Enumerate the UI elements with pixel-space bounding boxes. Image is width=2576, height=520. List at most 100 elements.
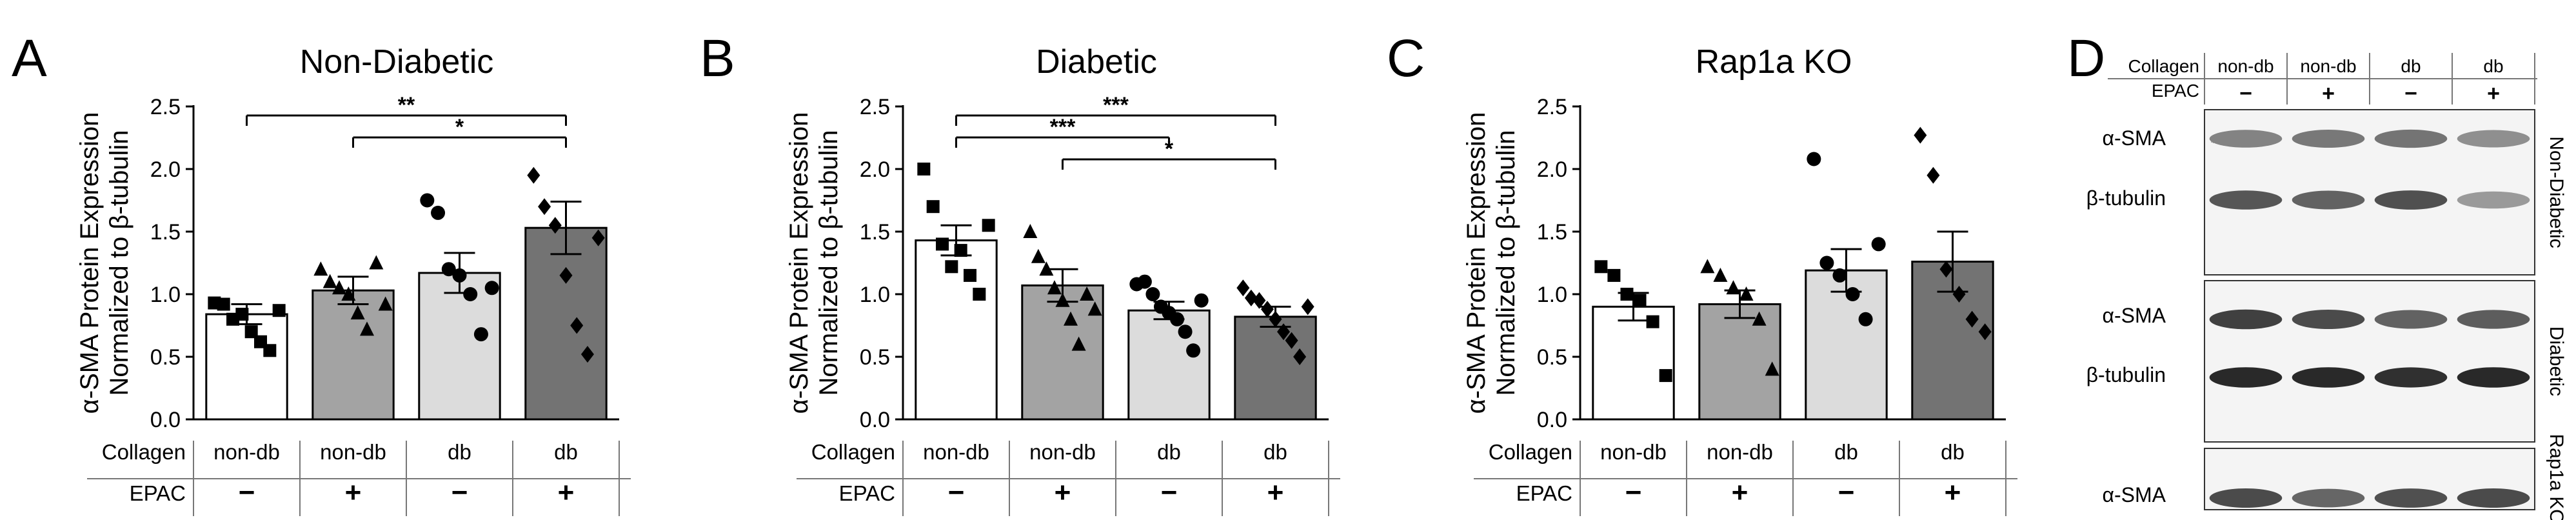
collagen-label: db [1941, 440, 1965, 464]
sig-label: ** [398, 93, 415, 117]
blot-epac-sign: + [2487, 81, 2500, 106]
data-point [1845, 287, 1860, 301]
data-point [559, 266, 573, 284]
data-point [1633, 294, 1647, 307]
epac-sign: + [345, 477, 362, 508]
y-tick-label: 2.0 [150, 157, 181, 182]
collagen-label: db [1157, 440, 1181, 464]
blot-band [2457, 310, 2530, 329]
blot-band [2292, 488, 2365, 508]
blot-panel: D Collagen EPAC non-db non-db db db − + − + Non-Dia… [2067, 29, 2567, 520]
data-point [1978, 323, 1992, 341]
data-point [917, 163, 931, 175]
chart-panel-c: C Rap1a KO α-SMA Protein Expression Normali… [1387, 29, 2017, 516]
band-label: α-SMA [2103, 304, 2166, 327]
bar-2 [1021, 284, 1104, 421]
blot-band [2457, 367, 2530, 388]
y-tick-label: 0.5 [150, 345, 181, 370]
data-point [313, 261, 328, 276]
epac-sign: − [948, 477, 965, 508]
collagen-label: non-db [213, 440, 280, 464]
data-point [1914, 126, 1927, 144]
data-point [1739, 286, 1754, 301]
data-point [1170, 312, 1185, 326]
bar-3 [1127, 309, 1211, 421]
data-point [548, 217, 562, 234]
data-point [538, 198, 551, 215]
data-point [1023, 224, 1038, 238]
data-point [350, 305, 365, 320]
blot-collagen-label: non-db [2300, 56, 2356, 76]
collagen-label: db [1263, 440, 1287, 464]
data-point [1039, 261, 1054, 276]
data-point [322, 274, 337, 288]
blot-collagen-label: non-db [2217, 56, 2274, 76]
collagen-label: db [1834, 440, 1858, 464]
collagen-label: non-db [320, 440, 386, 464]
blot-band [2457, 488, 2530, 508]
blot-header-epac: EPAC [2152, 81, 2199, 101]
data-point [527, 166, 540, 184]
data-point [954, 244, 967, 257]
collagen-label: non-db [1707, 440, 1773, 464]
data-point [945, 260, 958, 274]
data-point [1071, 336, 1086, 351]
data-point [1700, 259, 1715, 274]
sig-label: * [455, 115, 464, 139]
blot-band [2374, 190, 2448, 210]
blot-epac-sign: − [2239, 81, 2252, 106]
data-point [473, 327, 488, 342]
data-point [1236, 279, 1250, 297]
bar-2 [312, 289, 395, 421]
y-tick-label: 1.5 [150, 220, 181, 245]
epac-sign: − [1161, 477, 1178, 508]
y-tick-label: 0.0 [1537, 408, 1567, 432]
data-point [1594, 260, 1608, 274]
blot-band [2292, 310, 2365, 329]
data-point [1087, 301, 1102, 316]
collagen-label: db [554, 440, 578, 464]
data-point [591, 229, 605, 246]
data-point [936, 237, 949, 251]
collagen-label: non-db [1029, 440, 1096, 464]
bar-4 [1234, 315, 1317, 421]
blot-band [2374, 367, 2448, 388]
epac-sign: − [239, 477, 255, 508]
blot-band [2457, 130, 2530, 148]
blot-band [2209, 130, 2283, 148]
epac-sign: − [1838, 477, 1855, 508]
collagen-label: non-db [923, 440, 989, 464]
data-point [1765, 361, 1779, 376]
data-point [235, 308, 249, 321]
bar-2 [1698, 303, 1781, 421]
data-point [1819, 255, 1834, 270]
blot-epac-sign: − [2404, 81, 2417, 106]
blot-group-label: Non-Diabetic [2546, 136, 2567, 248]
data-point [1293, 348, 1307, 365]
y-tick-label: 1.5 [1537, 220, 1567, 245]
bar-3 [418, 272, 501, 421]
data-point [420, 193, 435, 208]
data-point [1194, 293, 1209, 308]
y-tick-label: 1.0 [1537, 283, 1567, 307]
data-point [1080, 286, 1095, 301]
y-tick-label: 0.5 [860, 345, 890, 370]
blot-membrane [2204, 280, 2535, 443]
y-tick-label: 2.5 [1537, 95, 1567, 119]
data-point [378, 296, 393, 311]
data-point [1807, 152, 1821, 166]
y-tick-label: 0.0 [860, 408, 890, 432]
y-tick-label: 2.0 [1537, 157, 1567, 182]
sig-label: *** [1050, 115, 1076, 139]
epac-sign: + [558, 477, 575, 508]
data-point [441, 262, 456, 277]
band-label: β-tubulin [2086, 186, 2166, 210]
data-point [272, 304, 286, 317]
data-point [452, 268, 467, 283]
panel-letter: A [12, 29, 47, 88]
data-point [1832, 268, 1847, 283]
y-tick-label: 0.0 [150, 408, 181, 432]
panel-letter: B [700, 29, 735, 88]
data-point [982, 219, 995, 232]
row-label-collagen: Collagen [811, 440, 895, 464]
